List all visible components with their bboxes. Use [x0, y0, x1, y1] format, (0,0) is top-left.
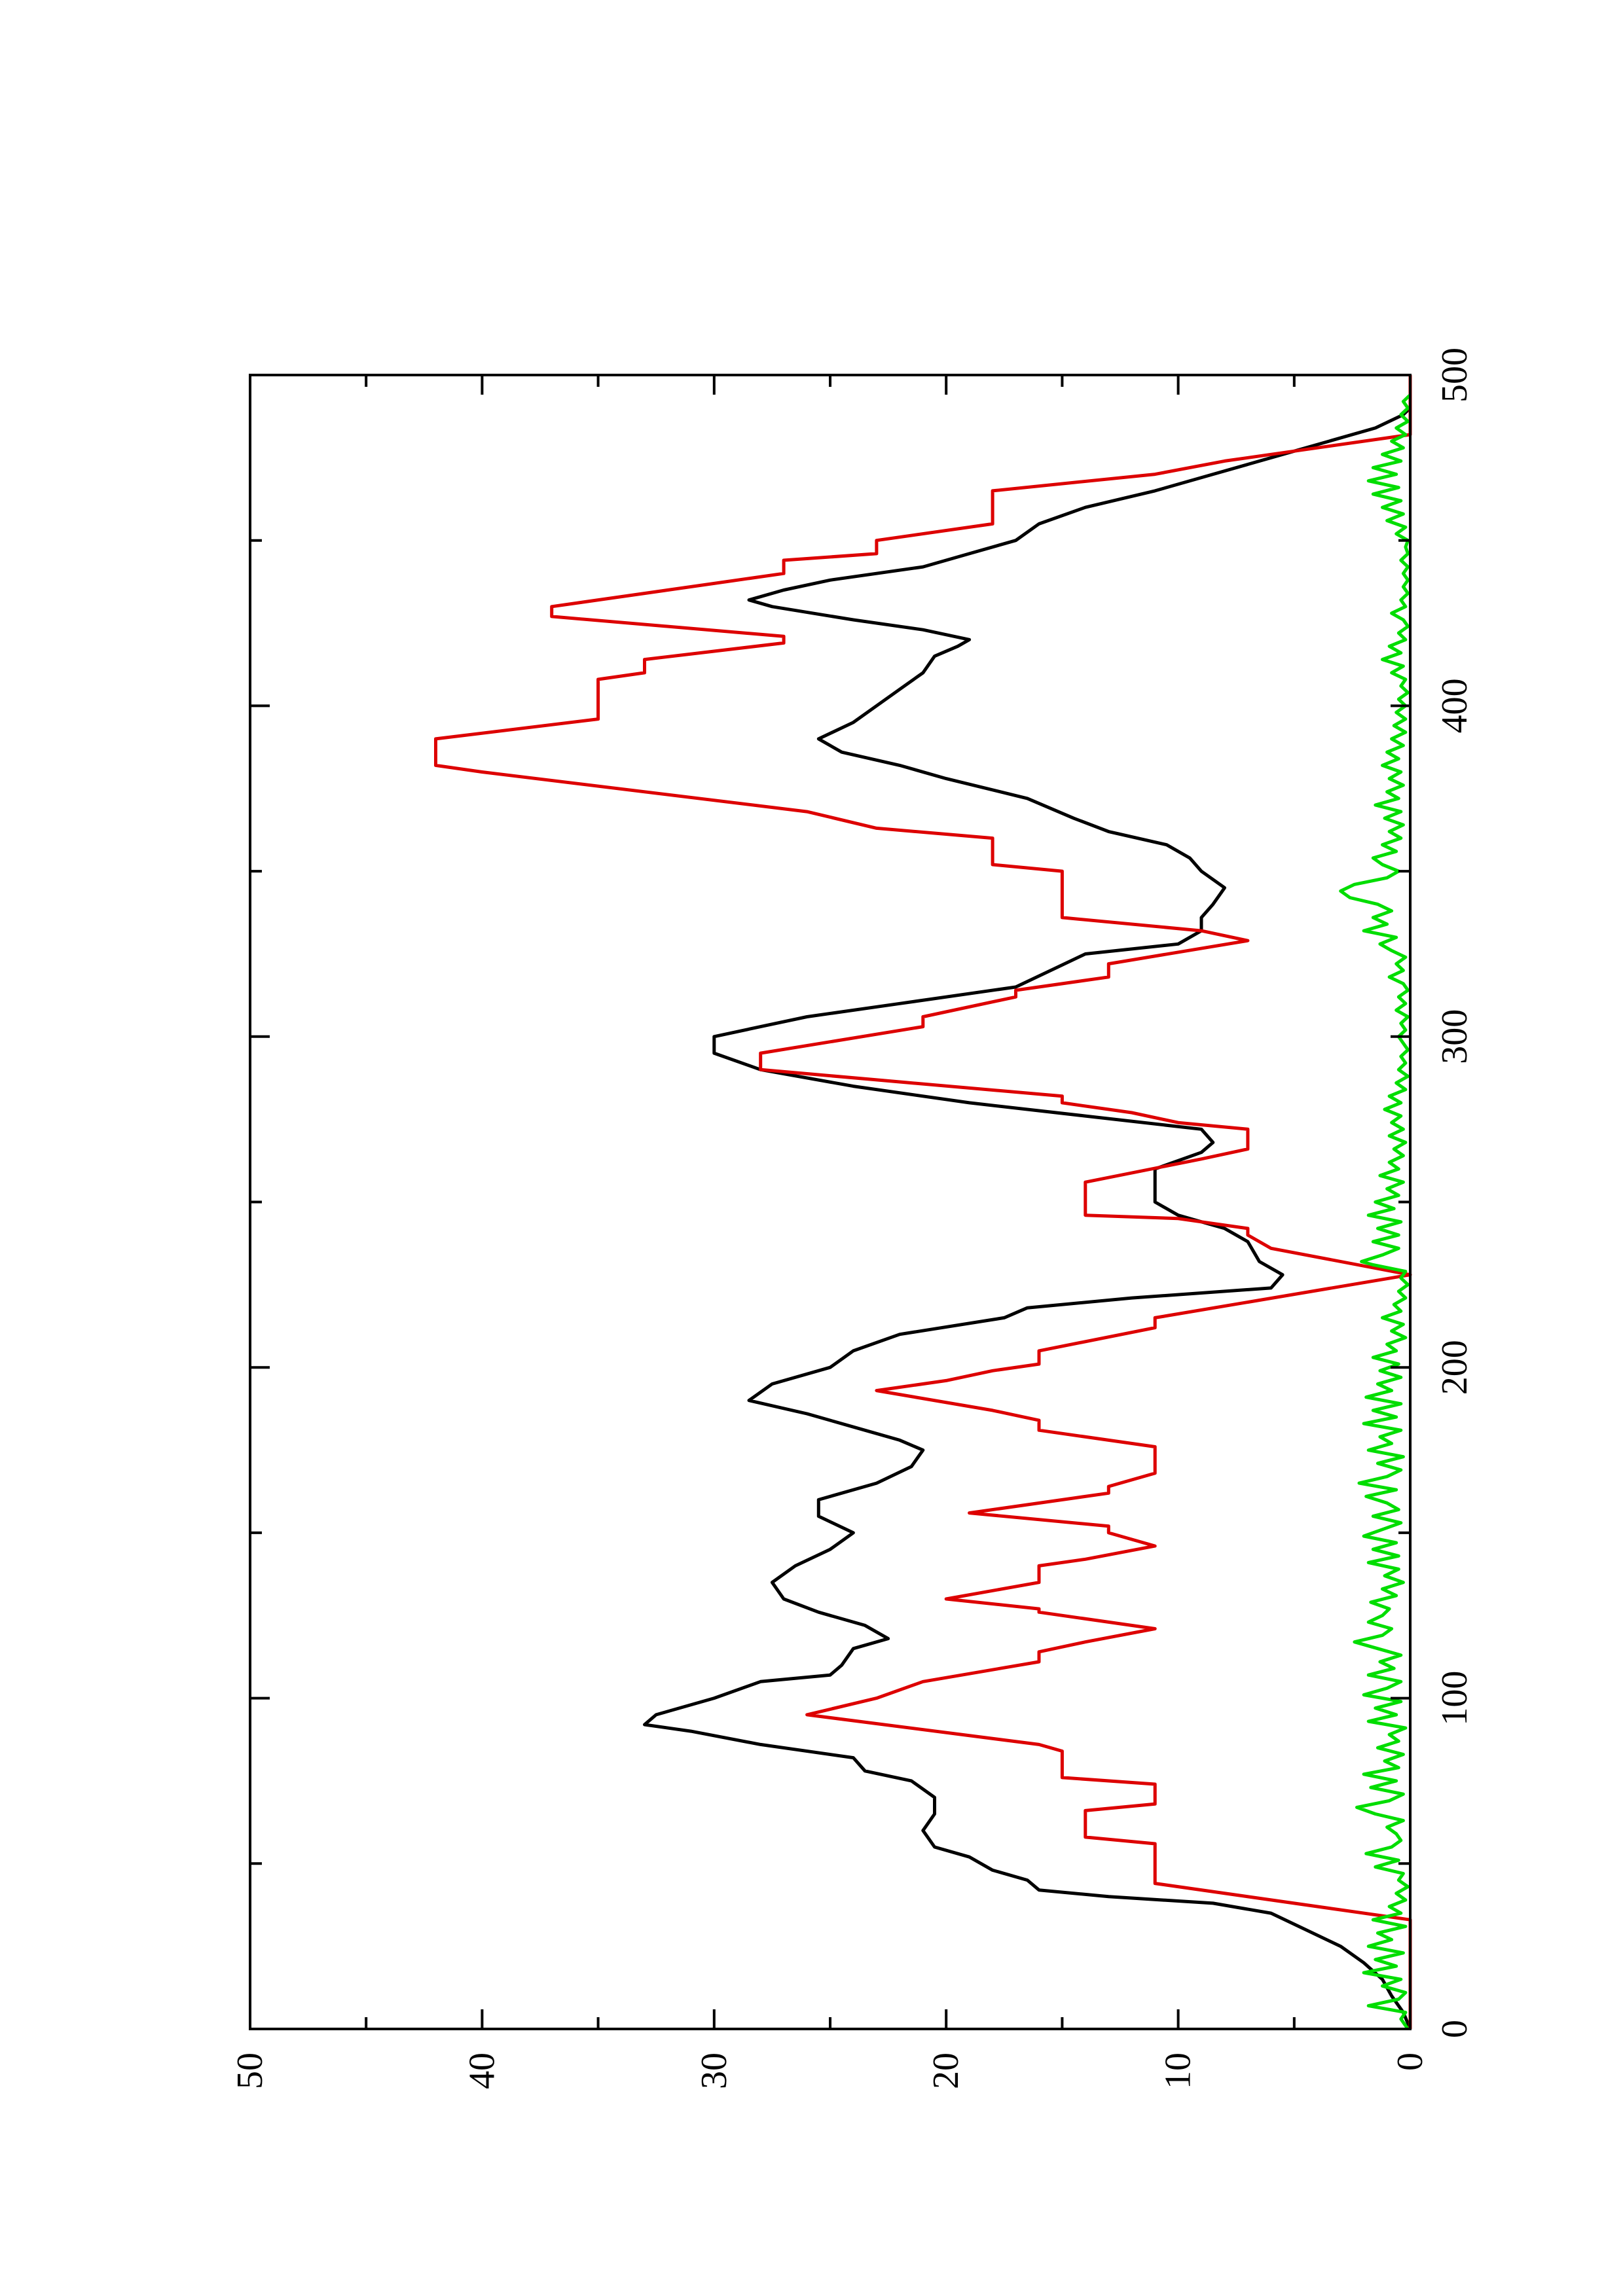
y-tick-label: 30 — [694, 2053, 735, 2089]
y-tick-label: 50 — [230, 2053, 270, 2089]
series-line-1 — [643, 406, 1412, 2030]
tick-labels: 0 100 200 300 400 500 0 10 20 30 40 50 — [230, 348, 1475, 2089]
y-tick-label: 20 — [926, 2053, 966, 2089]
series-line-2 — [434, 375, 1412, 2029]
plot-frame — [249, 374, 1412, 2030]
x-tick-label: 0 — [1434, 2020, 1475, 2038]
x-tick-label: 300 — [1434, 1009, 1475, 1064]
series-layer — [434, 375, 1412, 2030]
series-line-3 — [1339, 393, 1412, 2030]
x-tick-label: 200 — [1434, 1340, 1475, 1395]
y-tick-label: 10 — [1158, 2053, 1199, 2089]
y-tick-label: 0 — [1390, 2053, 1431, 2071]
x-tick-label: 500 — [1434, 348, 1475, 403]
x-tick-label: 100 — [1434, 1671, 1475, 1726]
y-tick-label: 40 — [462, 2053, 502, 2089]
axes-layer — [249, 374, 1412, 2030]
x-tick-label: 400 — [1434, 678, 1475, 733]
